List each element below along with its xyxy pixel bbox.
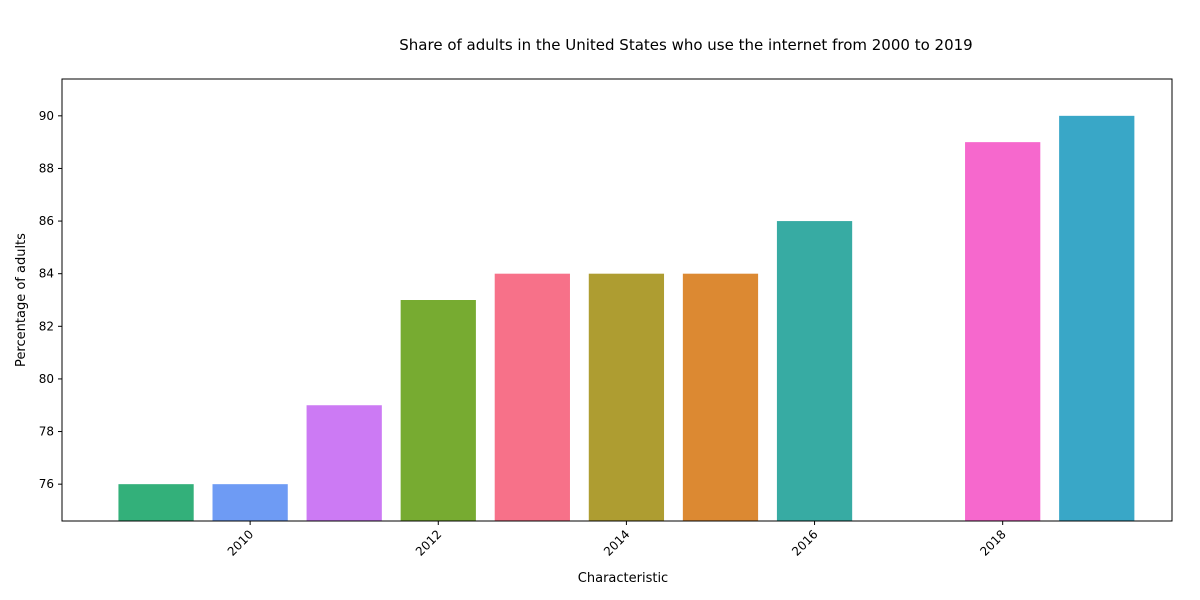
x-axis: 2010 2012 2014 2016 2018 — [225, 521, 1009, 559]
plot-frame — [61, 78, 1173, 522]
y-tick-label: 88 — [39, 161, 54, 175]
bar-2012 — [400, 300, 476, 521]
x-axis-label: Characteristic — [578, 571, 668, 586]
y-tick-label: 76 — [39, 477, 54, 491]
bar-2013 — [494, 273, 570, 521]
y-axis: 76 78 80 82 84 86 88 90 — [39, 109, 62, 491]
y-tick-label: 82 — [39, 319, 54, 333]
bar-2016 — [776, 221, 853, 522]
bars-layer — [118, 115, 1135, 522]
bar-2018 — [965, 142, 1041, 521]
bar-2011 — [306, 405, 382, 521]
bar-2015 — [682, 273, 759, 521]
y-tick-label: 80 — [39, 372, 54, 386]
bar-2019 — [1059, 115, 1135, 521]
x-tick-label: 2014 — [601, 527, 632, 558]
x-tick-label: 2012 — [413, 527, 444, 558]
y-axis-label: Percentage of adults — [14, 233, 29, 367]
y-tick-label: 78 — [39, 425, 54, 439]
chart-title: Share of adults in the United States who… — [399, 36, 972, 54]
y-tick-label: 84 — [39, 267, 54, 281]
x-tick-label: 2016 — [789, 527, 820, 558]
y-tick-label: 90 — [39, 109, 54, 123]
x-tick-label: 2018 — [977, 527, 1008, 558]
bar-2009 — [118, 484, 194, 521]
y-tick-label: 86 — [39, 214, 54, 228]
bar-2010 — [212, 484, 288, 521]
bar-2014 — [588, 273, 665, 521]
x-tick-label: 2010 — [225, 527, 256, 558]
